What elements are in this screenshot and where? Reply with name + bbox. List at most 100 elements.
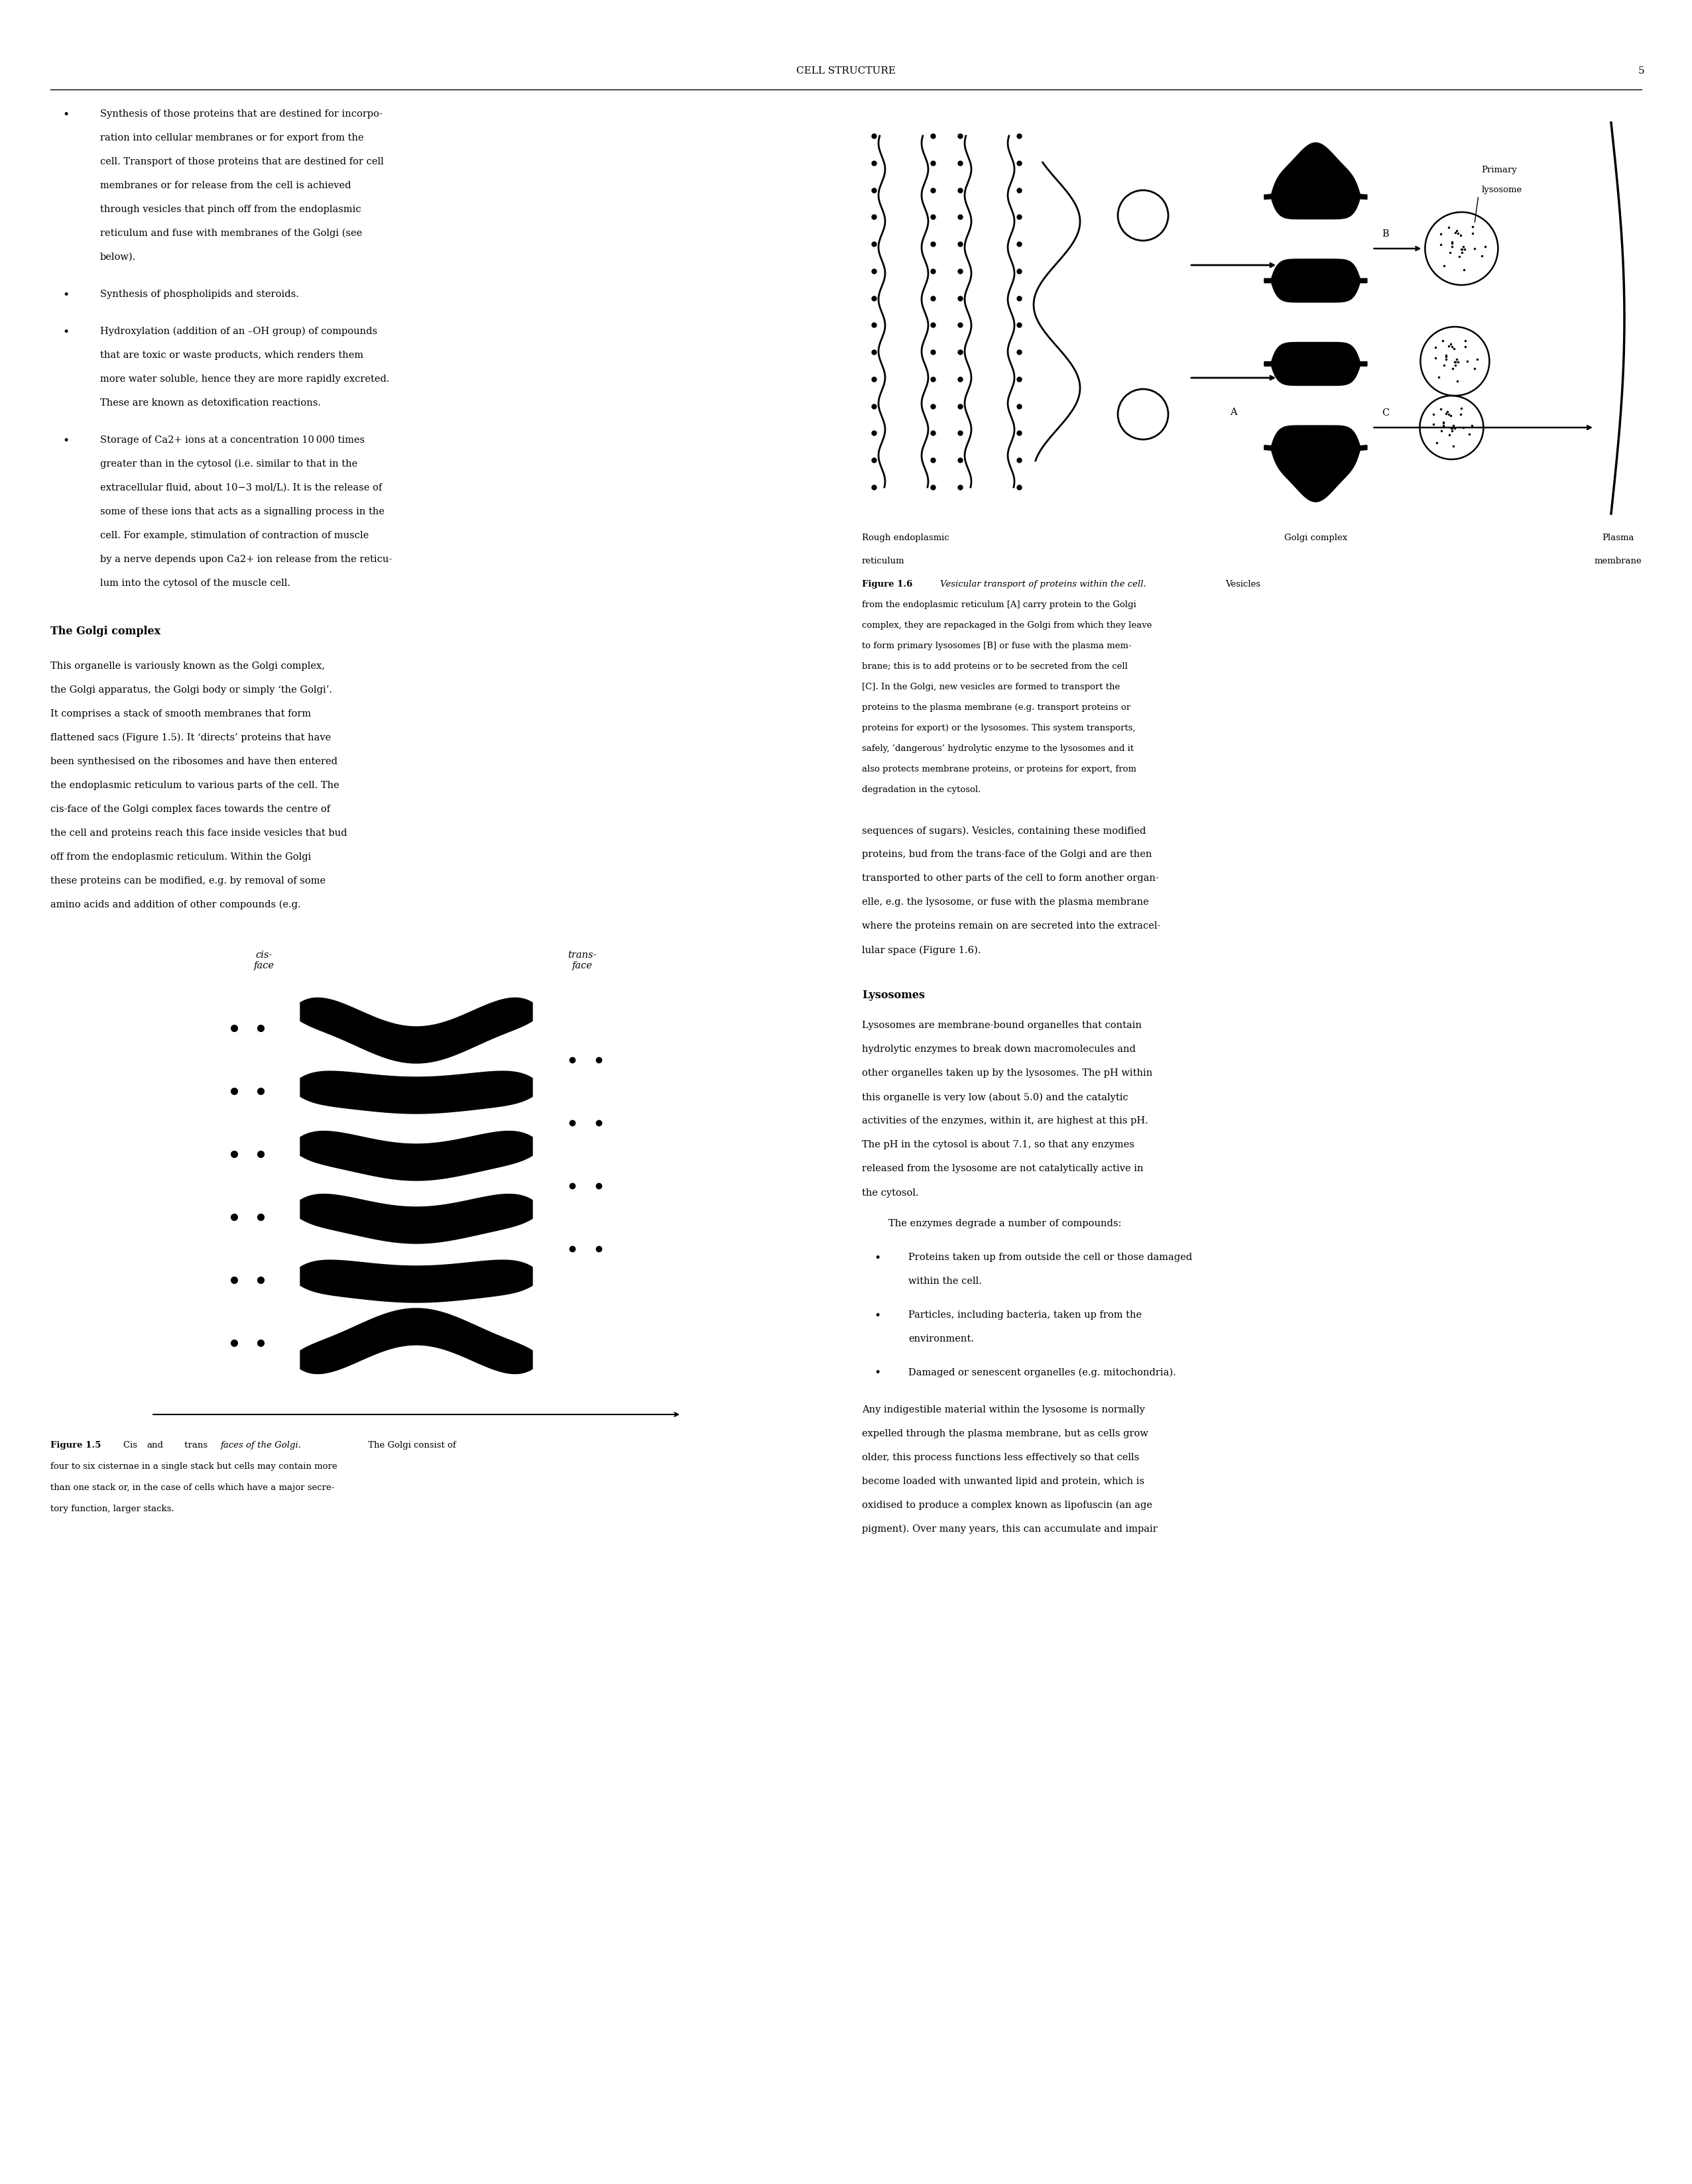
Text: C: C	[1382, 408, 1389, 417]
Text: A: A	[1230, 408, 1237, 417]
Text: Synthesis of those proteins that are destined for incorpo-: Synthesis of those proteins that are des…	[100, 109, 382, 118]
Text: membranes or for release from the cell is achieved: membranes or for release from the cell i…	[100, 181, 350, 190]
Text: •: •	[63, 435, 69, 448]
Text: Rough endoplasmic: Rough endoplasmic	[861, 533, 949, 542]
Text: proteins, bud from the trans-face of the Golgi and are then: proteins, bud from the trans-face of the…	[861, 850, 1152, 858]
Text: Storage of Ca2+ ions at a concentration 10 000 times: Storage of Ca2+ ions at a concentration …	[100, 435, 365, 446]
Text: •: •	[873, 1367, 880, 1378]
Polygon shape	[301, 1070, 533, 1114]
Text: than one stack or, in the case of cells which have a major secre-: than one stack or, in the case of cells …	[51, 1483, 335, 1492]
Text: oxidised to produce a complex known as lipofuscin (an age: oxidised to produce a complex known as l…	[861, 1500, 1152, 1509]
Text: through vesicles that pinch off from the endoplasmic: through vesicles that pinch off from the…	[100, 205, 360, 214]
Text: Proteins taken up from outside the cell or those damaged: Proteins taken up from outside the cell …	[909, 1251, 1193, 1262]
Text: reticulum and fuse with membranes of the Golgi (see: reticulum and fuse with membranes of the…	[100, 229, 362, 238]
Text: brane; this is to add proteins or to be secreted from the cell: brane; this is to add proteins or to be …	[861, 662, 1127, 670]
Text: below).: below).	[100, 253, 135, 262]
Polygon shape	[301, 1131, 533, 1182]
Text: four to six cisternae in a single stack but cells may contain more: four to six cisternae in a single stack …	[51, 1461, 337, 1470]
Text: Cis: Cis	[124, 1441, 140, 1450]
Text: flattened sacs (Figure 1.5). It ‘directs’ proteins that have: flattened sacs (Figure 1.5). It ‘directs…	[51, 734, 332, 743]
Text: Hydroxylation (addition of an –OH group) of compounds: Hydroxylation (addition of an –OH group)…	[100, 328, 377, 336]
Polygon shape	[1264, 426, 1367, 502]
Text: released from the lysosome are not catalytically active in: released from the lysosome are not catal…	[861, 1164, 1144, 1173]
Text: from the endoplasmic reticulum [A] carry protein to the Golgi: from the endoplasmic reticulum [A] carry…	[861, 601, 1137, 609]
Text: expelled through the plasma membrane, but as cells grow: expelled through the plasma membrane, bu…	[861, 1428, 1149, 1437]
Text: The Golgi complex: The Golgi complex	[51, 625, 161, 638]
Text: extracellular fluid, about 10−3 mol/L). It is the release of: extracellular fluid, about 10−3 mol/L). …	[100, 483, 382, 491]
Text: Damaged or senescent organelles (e.g. mitochondria).: Damaged or senescent organelles (e.g. mi…	[909, 1367, 1176, 1378]
Text: proteins for export) or the lysosomes. This system transports,: proteins for export) or the lysosomes. T…	[861, 723, 1135, 732]
Text: tory function, larger stacks.: tory function, larger stacks.	[51, 1505, 174, 1514]
Text: older, this process functions less effectively so that cells: older, this process functions less effec…	[861, 1452, 1139, 1461]
Text: Primary: Primary	[1482, 166, 1518, 175]
Text: The Golgi consist of: The Golgi consist of	[365, 1441, 455, 1450]
Text: •: •	[63, 328, 69, 339]
Text: [C]. In the Golgi, new vesicles are formed to transport the: [C]. In the Golgi, new vesicles are form…	[861, 684, 1120, 692]
Text: also protects membrane proteins, or proteins for export, from: also protects membrane proteins, or prot…	[861, 764, 1137, 773]
Polygon shape	[1264, 343, 1367, 384]
Text: It comprises a stack of smooth membranes that form: It comprises a stack of smooth membranes…	[51, 710, 311, 719]
Text: amino acids and addition of other compounds (e.g.: amino acids and addition of other compou…	[51, 900, 301, 911]
Text: B: B	[1382, 229, 1389, 238]
Text: Lysosomes are membrane-bound organelles that contain: Lysosomes are membrane-bound organelles …	[861, 1022, 1142, 1031]
Text: where the proteins remain on are secreted into the extracel-: where the proteins remain on are secrete…	[861, 922, 1161, 930]
Text: sequences of sugars). Vesicles, containing these modified: sequences of sugars). Vesicles, containi…	[861, 826, 1145, 836]
Polygon shape	[301, 1195, 533, 1243]
Text: •: •	[63, 290, 69, 301]
Text: by a nerve depends upon Ca2+ ion release from the reticu-: by a nerve depends upon Ca2+ ion release…	[100, 555, 393, 563]
Text: These are known as detoxification reactions.: These are known as detoxification reacti…	[100, 397, 321, 408]
Text: other organelles taken up by the lysosomes. The pH within: other organelles taken up by the lysosom…	[861, 1068, 1152, 1079]
Text: •: •	[873, 1310, 880, 1321]
Text: the Golgi apparatus, the Golgi body or simply ‘the Golgi’.: the Golgi apparatus, the Golgi body or s…	[51, 686, 332, 695]
Text: elle, e.g. the lysosome, or fuse with the plasma membrane: elle, e.g. the lysosome, or fuse with th…	[861, 898, 1149, 906]
Text: the cytosol.: the cytosol.	[861, 1188, 919, 1197]
Text: The enzymes degrade a number of compounds:: The enzymes degrade a number of compound…	[888, 1219, 1122, 1227]
Text: Figure 1.6: Figure 1.6	[861, 581, 919, 587]
Text: and: and	[147, 1441, 162, 1450]
Text: hydrolytic enzymes to break down macromolecules and: hydrolytic enzymes to break down macromo…	[861, 1044, 1135, 1055]
Text: 5: 5	[1638, 66, 1645, 76]
Text: environment.: environment.	[909, 1334, 975, 1343]
Text: Lysosomes: Lysosomes	[861, 989, 926, 1000]
Text: been synthesised on the ribosomes and have then entered: been synthesised on the ribosomes and ha…	[51, 758, 337, 767]
Text: Plasma: Plasma	[1602, 533, 1634, 542]
Text: •: •	[873, 1251, 880, 1265]
Text: Golgi complex: Golgi complex	[1284, 533, 1347, 542]
Text: cis-face of the Golgi complex faces towards the centre of: cis-face of the Golgi complex faces towa…	[51, 804, 330, 815]
Text: cell. Transport of those proteins that are destined for cell: cell. Transport of those proteins that a…	[100, 157, 384, 166]
Text: these proteins can be modified, e.g. by removal of some: these proteins can be modified, e.g. by …	[51, 876, 325, 885]
Text: Vesicles: Vesicles	[1225, 581, 1261, 587]
Text: reticulum: reticulum	[861, 557, 905, 566]
Polygon shape	[1264, 142, 1367, 218]
Polygon shape	[301, 1260, 533, 1302]
Text: proteins to the plasma membrane (e.g. transport proteins or: proteins to the plasma membrane (e.g. tr…	[861, 703, 1130, 712]
Text: complex, they are repackaged in the Golgi from which they leave: complex, they are repackaged in the Golg…	[861, 620, 1152, 629]
Text: Figure 1.5: Figure 1.5	[51, 1441, 107, 1450]
Text: greater than in the cytosol (i.e. similar to that in the: greater than in the cytosol (i.e. simila…	[100, 459, 357, 470]
Text: Vesicular transport of proteins within the cell.: Vesicular transport of proteins within t…	[941, 581, 1149, 587]
Text: The pH in the cytosol is about 7.1, so that any enzymes: The pH in the cytosol is about 7.1, so t…	[861, 1140, 1134, 1149]
Text: activities of the enzymes, within it, are highest at this pH.: activities of the enzymes, within it, ar…	[861, 1116, 1149, 1125]
Text: within the cell.: within the cell.	[909, 1275, 981, 1286]
Text: safely, ‘dangerous’ hydrolytic enzyme to the lysosomes and it: safely, ‘dangerous’ hydrolytic enzyme to…	[861, 745, 1134, 753]
Text: cell. For example, stimulation of contraction of muscle: cell. For example, stimulation of contra…	[100, 531, 369, 539]
Text: transported to other parts of the cell to form another organ-: transported to other parts of the cell t…	[861, 874, 1159, 882]
Polygon shape	[301, 1308, 533, 1374]
Text: trans: trans	[181, 1441, 210, 1450]
Text: off from the endoplasmic reticulum. Within the Golgi: off from the endoplasmic reticulum. With…	[51, 852, 311, 863]
Text: faces of the Golgi.: faces of the Golgi.	[220, 1441, 301, 1450]
Text: Any indigestible material within the lysosome is normally: Any indigestible material within the lys…	[861, 1404, 1145, 1413]
Text: This organelle is variously known as the Golgi complex,: This organelle is variously known as the…	[51, 662, 325, 670]
Text: some of these ions that acts as a signalling process in the: some of these ions that acts as a signal…	[100, 507, 384, 515]
Text: pigment). Over many years, this can accumulate and impair: pigment). Over many years, this can accu…	[861, 1524, 1157, 1533]
Text: this organelle is very low (about 5.0) and the catalytic: this organelle is very low (about 5.0) a…	[861, 1092, 1129, 1103]
Text: lum into the cytosol of the muscle cell.: lum into the cytosol of the muscle cell.	[100, 579, 291, 587]
Text: CELL STRUCTURE: CELL STRUCTURE	[797, 66, 895, 76]
Text: to form primary lysosomes [B] or fuse with the plasma mem-: to form primary lysosomes [B] or fuse wi…	[861, 642, 1132, 651]
Text: lular space (Figure 1.6).: lular space (Figure 1.6).	[861, 946, 981, 954]
Text: membrane: membrane	[1594, 557, 1641, 566]
Text: ration into cellular membranes or for export from the: ration into cellular membranes or for ex…	[100, 133, 364, 142]
Text: trans-
face: trans- face	[569, 950, 597, 970]
Text: cis-
face: cis- face	[254, 950, 274, 970]
Text: more water soluble, hence they are more rapidly excreted.: more water soluble, hence they are more …	[100, 373, 389, 384]
